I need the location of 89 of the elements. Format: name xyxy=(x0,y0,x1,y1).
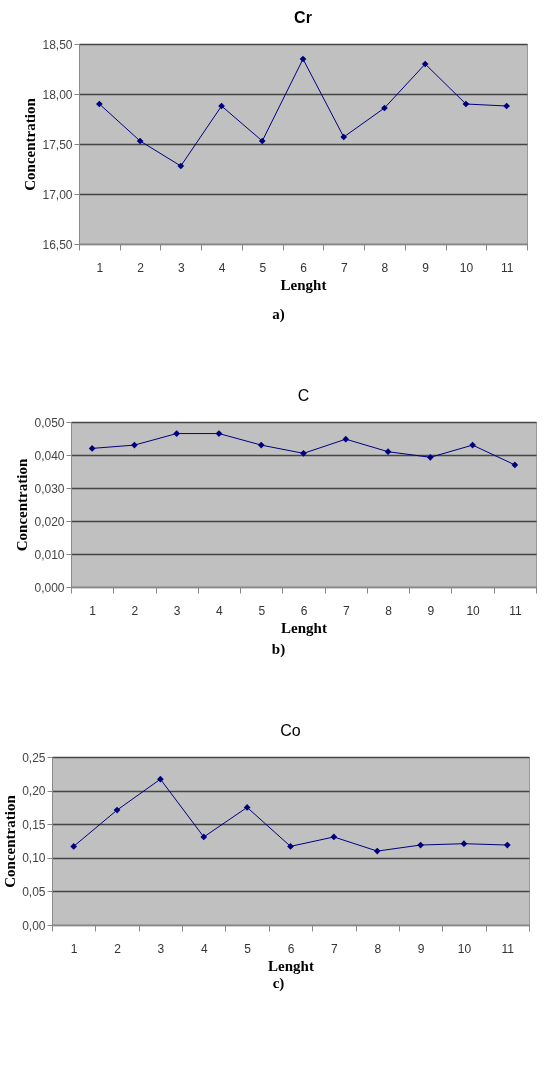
point xyxy=(342,435,350,443)
chart-title: Cr xyxy=(294,9,312,26)
point xyxy=(469,441,476,449)
y-axis-title: Concentration xyxy=(2,794,19,888)
y-tick-label: 0,15 xyxy=(22,817,46,832)
y-tick-label: 0,040 xyxy=(34,448,65,463)
point xyxy=(113,806,121,814)
x-tick-label: 4 xyxy=(200,941,208,956)
text: c) xyxy=(271,975,286,992)
y-tick-label: 0,000 xyxy=(34,580,65,595)
x-tick-label: 9 xyxy=(422,260,430,275)
x-tick-label: 2 xyxy=(114,941,122,956)
x-tick-label: 11 xyxy=(501,941,515,956)
point xyxy=(503,841,511,849)
point xyxy=(70,843,78,850)
x-tick-label: 7 xyxy=(331,941,339,956)
x-tick-label: 1 xyxy=(70,941,78,956)
x-tick-label: 9 xyxy=(427,603,435,618)
point xyxy=(177,162,185,170)
point xyxy=(287,843,294,850)
x-tick-label: 10 xyxy=(459,260,474,275)
y-tick-label: 0,050 xyxy=(34,415,65,430)
y-tick-label: 0,020 xyxy=(34,514,65,529)
x-tick-label: 5 xyxy=(258,603,266,618)
x-tick-label: 1 xyxy=(89,603,97,618)
y-tick-label: 0,25 xyxy=(22,750,46,765)
x-tick-label: 4 xyxy=(216,603,224,618)
x-tick-label: 3 xyxy=(173,603,181,618)
point xyxy=(131,441,138,449)
point xyxy=(330,833,338,841)
chart-title: C xyxy=(297,387,310,404)
point xyxy=(384,448,392,456)
x-tick-label: 9 xyxy=(417,941,425,956)
x-tick-label: 6 xyxy=(287,941,295,956)
point xyxy=(340,133,348,141)
x-tick-label: 3 xyxy=(157,941,165,956)
point xyxy=(243,804,251,811)
x-tick-label: 10 xyxy=(457,941,472,956)
point xyxy=(426,453,434,461)
x-tick-label: 11 xyxy=(500,260,514,275)
point xyxy=(299,55,307,63)
x-axis-title: Lenght xyxy=(268,957,314,974)
point xyxy=(200,833,208,841)
chart-title: Co xyxy=(280,722,301,739)
y-tick-label: 16,50 xyxy=(42,237,73,252)
text: b) xyxy=(270,641,287,658)
x-tick-label: 5 xyxy=(244,941,252,956)
y-tick-label: 17,00 xyxy=(42,187,73,202)
x-tick-label: 11 xyxy=(509,603,522,618)
y-tick-label: 17,50 xyxy=(42,137,73,152)
point xyxy=(173,430,181,437)
y-tick-label: 0,030 xyxy=(34,481,65,496)
point xyxy=(462,100,470,108)
x-axis-title: Lenght xyxy=(280,276,327,293)
x-tick-label: 2 xyxy=(131,603,139,618)
y-axis-title: Concentration xyxy=(22,97,39,191)
x-tick-label: 5 xyxy=(259,260,267,275)
y-tick-label: 0,010 xyxy=(34,547,65,562)
point xyxy=(258,137,266,145)
x-tick-label: 6 xyxy=(300,603,308,618)
y-tick-label: 0,20 xyxy=(22,784,46,799)
x-tick-label: 2 xyxy=(137,260,145,275)
x-tick-label: 8 xyxy=(374,941,382,956)
x-axis-title: Lenght xyxy=(281,619,327,636)
x-tick-label: 4 xyxy=(218,260,226,275)
point xyxy=(511,461,519,469)
y-tick-label: 18,50 xyxy=(42,37,73,52)
x-tick-label: 3 xyxy=(177,260,185,275)
x-tick-label: 7 xyxy=(340,260,348,275)
x-tick-label: 8 xyxy=(385,603,393,618)
x-tick-label: 10 xyxy=(466,603,481,618)
point xyxy=(88,445,96,452)
point xyxy=(136,137,144,145)
y-tick-label: 0,00 xyxy=(22,918,46,933)
point xyxy=(421,60,429,68)
point xyxy=(460,840,468,848)
y-tick-label: 0,10 xyxy=(22,851,46,866)
point xyxy=(157,775,164,783)
text: a) xyxy=(271,306,286,323)
point xyxy=(300,450,307,457)
x-tick-label: 8 xyxy=(381,260,389,275)
x-tick-label: 7 xyxy=(342,603,350,618)
y-tick-label: 18,00 xyxy=(42,87,73,102)
point xyxy=(373,847,381,855)
x-tick-label: 6 xyxy=(300,260,308,275)
point xyxy=(257,441,265,449)
x-tick-label: 1 xyxy=(96,260,104,275)
y-axis-title: Concentration xyxy=(14,458,31,552)
y-tick-label: 0,05 xyxy=(22,884,46,899)
